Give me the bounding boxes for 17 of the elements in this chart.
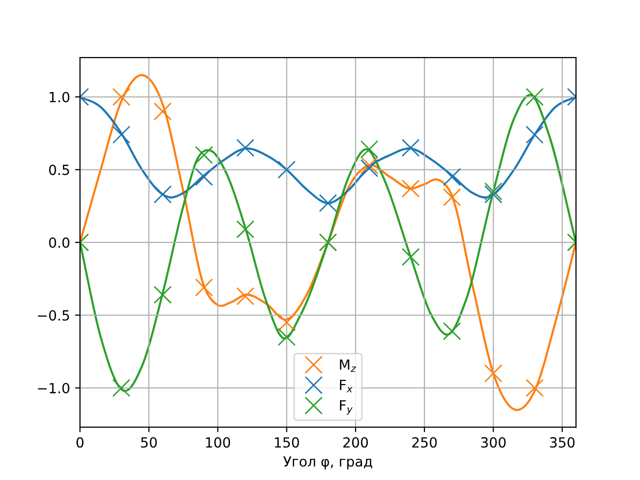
- legend-label: F$_{y}$: [340, 400, 353, 415]
- y-tick-label: −1.0: [38, 382, 70, 394]
- x-tick-label: 300: [481, 437, 506, 448]
- x-axis-title: Угол φ, град: [283, 456, 372, 470]
- legend-label: F$_{x}$: [340, 380, 353, 392]
- x-tick-label: 50: [141, 437, 157, 448]
- x-tick-label: 350: [550, 437, 575, 448]
- y-tick-label: 0.0: [49, 237, 70, 248]
- x-tick-label: 150: [274, 437, 299, 448]
- y-tick-label: −0.5: [38, 310, 70, 321]
- y-tick-label: 0.5: [49, 164, 70, 176]
- x-tick-label: 100: [206, 437, 230, 448]
- x-tick-label: 250: [412, 437, 437, 448]
- legend-label: M$_{z}$: [340, 359, 356, 372]
- x-tick-label: 200: [343, 437, 368, 448]
- y-tick-label: 1.0: [50, 92, 70, 102]
- x-tick-label: 0: [76, 437, 84, 448]
